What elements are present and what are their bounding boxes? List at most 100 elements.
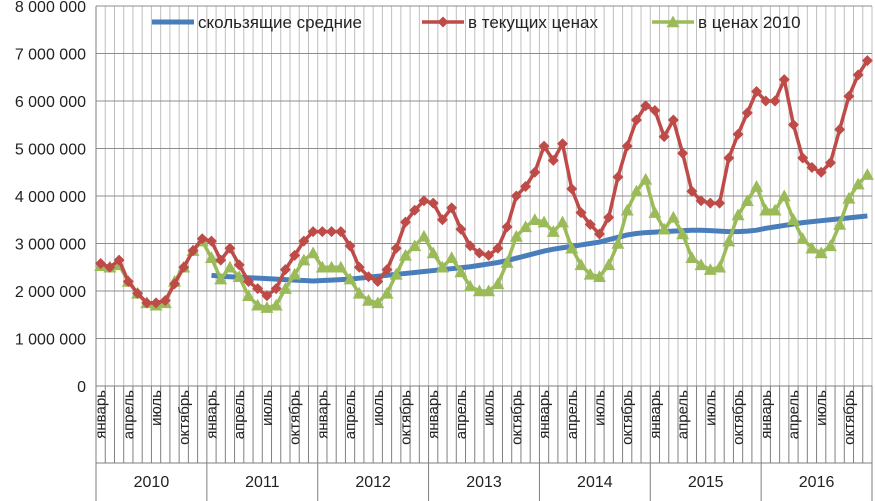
data-point bbox=[528, 213, 542, 225]
legend-label: в ценах 2010 bbox=[698, 13, 801, 32]
month-label: апрель bbox=[785, 390, 802, 439]
data-point bbox=[436, 214, 448, 226]
month-label: январь bbox=[93, 390, 110, 439]
data-point bbox=[537, 215, 551, 228]
data-point bbox=[583, 267, 597, 280]
data-point bbox=[740, 194, 754, 206]
data-point bbox=[435, 260, 449, 273]
data-point bbox=[104, 261, 116, 273]
data-point bbox=[546, 225, 560, 237]
month-label: июль bbox=[702, 390, 719, 426]
data-point bbox=[824, 157, 836, 169]
data-point bbox=[223, 260, 237, 273]
data-point bbox=[648, 206, 662, 218]
data-point bbox=[483, 249, 495, 261]
data-point bbox=[501, 221, 513, 233]
month-label: июль bbox=[259, 390, 276, 426]
data-point bbox=[584, 219, 596, 230]
data-point bbox=[426, 246, 440, 259]
data-point bbox=[454, 265, 468, 278]
data-point bbox=[289, 249, 301, 261]
data-point bbox=[288, 267, 302, 280]
data-point bbox=[251, 298, 265, 311]
data-point bbox=[566, 183, 578, 195]
data-point bbox=[640, 100, 652, 112]
data-point bbox=[380, 286, 394, 299]
data-point bbox=[556, 215, 570, 228]
month-label: октябрь bbox=[619, 390, 636, 445]
data-point bbox=[344, 240, 356, 252]
data-point bbox=[629, 184, 643, 197]
month-label: январь bbox=[425, 390, 442, 439]
data-point bbox=[639, 172, 653, 185]
data-point bbox=[335, 226, 347, 238]
data-point bbox=[620, 203, 634, 216]
data-point bbox=[159, 295, 171, 306]
data-point bbox=[538, 140, 550, 152]
month-label: январь bbox=[758, 390, 775, 439]
data-point bbox=[861, 55, 873, 67]
data-point bbox=[372, 276, 384, 287]
data-point bbox=[787, 119, 799, 131]
data-point bbox=[815, 166, 827, 178]
data-point bbox=[797, 152, 809, 164]
legend-label: в текущих ценах bbox=[468, 13, 598, 32]
data-point bbox=[398, 248, 412, 261]
year-label: 2012 bbox=[355, 474, 391, 491]
data-point bbox=[204, 251, 218, 263]
year-label: 2014 bbox=[577, 474, 613, 491]
data-point bbox=[834, 124, 846, 135]
data-point bbox=[390, 242, 402, 254]
month-label: октябрь bbox=[730, 390, 747, 445]
data-point bbox=[842, 191, 856, 204]
legend-marker bbox=[437, 16, 449, 28]
year-label: 2015 bbox=[688, 474, 724, 491]
series-line bbox=[211, 213, 868, 284]
year-label: 2010 bbox=[134, 474, 170, 491]
data-point bbox=[381, 264, 393, 276]
y-tick-label: 3 000 000 bbox=[15, 237, 86, 254]
data-point bbox=[261, 290, 273, 302]
data-point bbox=[352, 286, 366, 299]
data-point bbox=[806, 162, 818, 173]
data-point bbox=[307, 226, 319, 238]
data-point bbox=[805, 241, 819, 254]
legend: скользящие средние в текущих ценах в ценах… bbox=[152, 13, 801, 32]
data-point bbox=[279, 264, 291, 276]
year-label: 2011 bbox=[245, 474, 280, 491]
data-point bbox=[446, 202, 458, 214]
data-point bbox=[141, 297, 153, 309]
data-point bbox=[723, 152, 735, 164]
grid bbox=[95, 5, 873, 387]
data-point bbox=[667, 114, 679, 126]
data-point bbox=[278, 282, 292, 294]
data-point bbox=[409, 204, 421, 216]
year-label: 2013 bbox=[466, 474, 502, 491]
data-point bbox=[786, 213, 800, 225]
data-point bbox=[565, 241, 579, 254]
data-point bbox=[214, 272, 228, 285]
month-label: апрель bbox=[231, 390, 248, 439]
data-point bbox=[353, 261, 365, 273]
month-label: апрель bbox=[342, 390, 359, 439]
data-point bbox=[860, 168, 874, 180]
data-point bbox=[574, 258, 588, 271]
data-point bbox=[751, 86, 763, 97]
y-tick-label: 0 bbox=[77, 379, 86, 396]
legend-item: в ценах 2010 bbox=[652, 13, 801, 32]
data-point bbox=[685, 251, 699, 263]
y-tick-label: 4 000 000 bbox=[15, 189, 86, 206]
data-point bbox=[694, 258, 708, 271]
data-point bbox=[418, 195, 430, 207]
data-point bbox=[777, 189, 791, 202]
data-point bbox=[519, 220, 533, 233]
data-point bbox=[611, 237, 625, 249]
data-point bbox=[122, 276, 134, 287]
data-point bbox=[778, 74, 790, 86]
data-point bbox=[389, 267, 403, 280]
month-label: октябрь bbox=[397, 390, 414, 445]
data-point bbox=[769, 95, 781, 107]
data-point bbox=[492, 242, 504, 254]
data-point bbox=[408, 239, 422, 252]
